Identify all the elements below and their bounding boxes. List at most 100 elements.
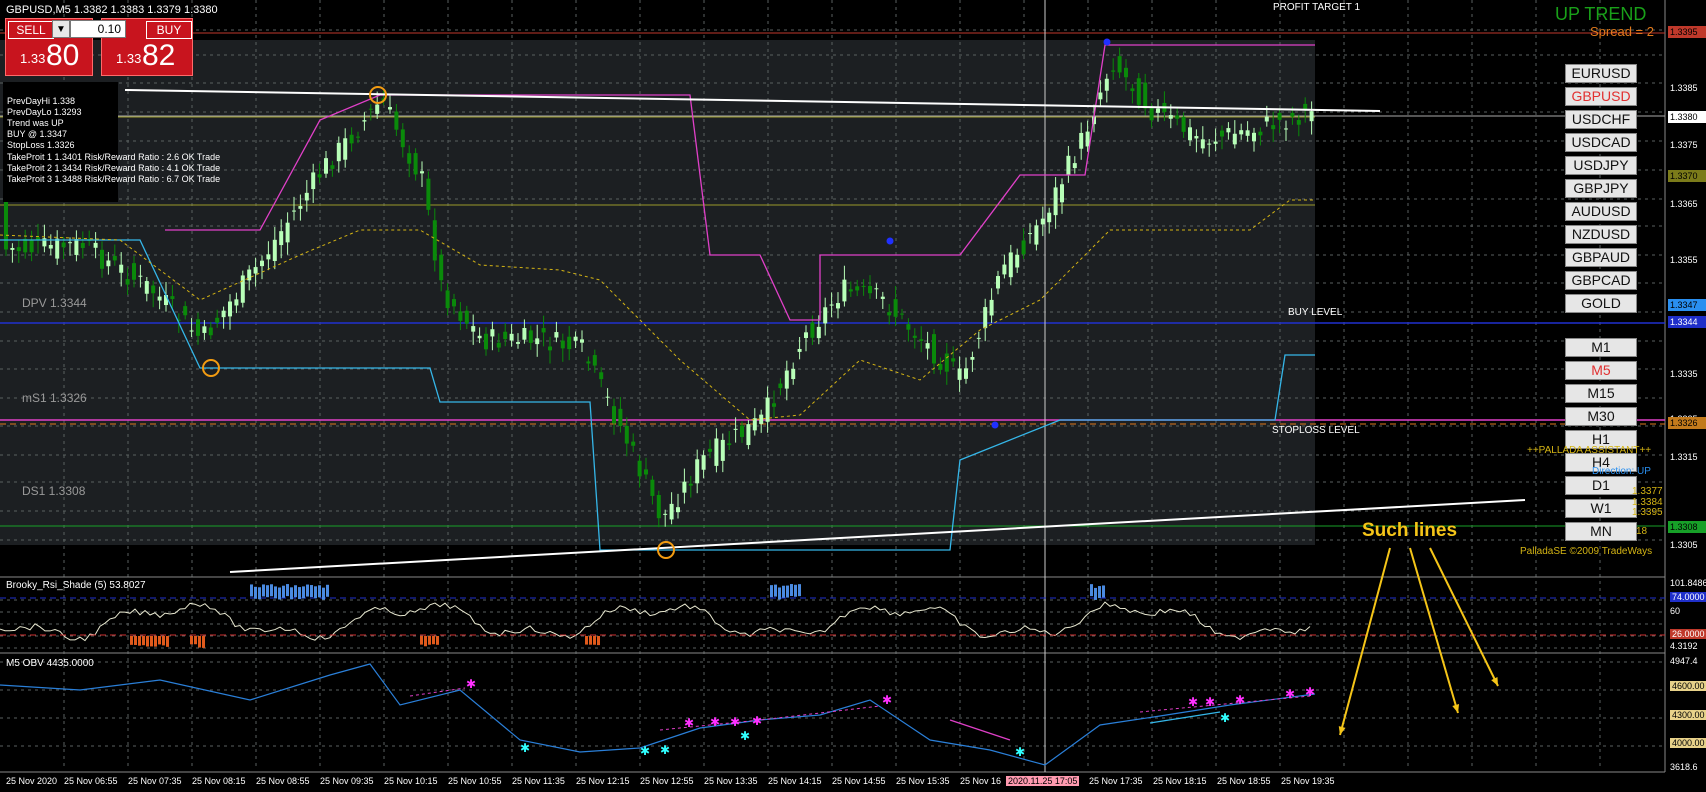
- candle-body: [1028, 233, 1032, 235]
- candle-body: [496, 342, 501, 348]
- symbol-button-usdchf[interactable]: USDCHF: [1565, 110, 1637, 129]
- rsi-axis-label: 101.8486: [1670, 578, 1706, 588]
- timeframe-button-m30[interactable]: M30: [1565, 407, 1637, 426]
- candle-body: [944, 353, 949, 372]
- rsi-shade-bar: [166, 636, 169, 647]
- chart-title: GBPUSD,M5 1.3382 1.3383 1.3379 1.3380: [6, 4, 218, 16]
- candle-body: [1277, 112, 1282, 120]
- candle-body: [573, 336, 578, 341]
- candle-body: [170, 296, 175, 299]
- candle-body: [368, 108, 373, 110]
- timeframe-button-w1[interactable]: W1: [1565, 499, 1637, 518]
- rsi-shade-bar: [306, 584, 309, 597]
- buy-box[interactable]: BUY 1.33 82: [101, 18, 193, 76]
- candle-body: [1060, 184, 1064, 203]
- symbol-button-usdjpy[interactable]: USDJPY: [1565, 156, 1637, 175]
- swing-marker: [886, 237, 894, 245]
- candle-body: [324, 158, 328, 174]
- lot-size-input[interactable]: 0.10: [70, 20, 126, 38]
- candle-body: [855, 286, 860, 291]
- buy-button[interactable]: BUY: [146, 21, 192, 39]
- candle-body: [208, 327, 213, 336]
- candle-body: [426, 178, 431, 210]
- time-axis-label: 25 Nov 10:55: [448, 776, 502, 786]
- rsi-shade-bar: [146, 636, 149, 647]
- candle-body: [567, 336, 572, 350]
- symbol-button-gbpusd[interactable]: GBPUSD: [1565, 87, 1637, 106]
- candle-body: [746, 424, 751, 446]
- timeframe-button-mn[interactable]: MN: [1565, 522, 1637, 541]
- timeframe-button-h1[interactable]: H1: [1565, 430, 1637, 449]
- price-tag: 1.3395: [1668, 26, 1706, 38]
- obv-arrow: ✱: [1235, 693, 1245, 707]
- time-axis-label: 25 Nov 14:55: [832, 776, 886, 786]
- rsi-shade-bar: [294, 585, 297, 598]
- candle-body: [663, 513, 668, 515]
- sell-button[interactable]: SELL: [8, 21, 54, 39]
- candle-body: [516, 342, 520, 344]
- rsi-shade-bar: [1094, 587, 1097, 600]
- symbol-button-gbpcad[interactable]: GBPCAD: [1565, 271, 1637, 290]
- candle-body: [701, 455, 706, 470]
- lot-down-icon[interactable]: ▼: [52, 20, 70, 38]
- symbol-button-nzdusd[interactable]: NZDUSD: [1565, 225, 1637, 244]
- candle-body: [1245, 130, 1250, 136]
- symbol-button-usdcad[interactable]: USDCAD: [1565, 133, 1637, 152]
- ds1-label: DS1 1.3308: [22, 484, 86, 498]
- candle-body: [407, 153, 412, 164]
- candle-body: [656, 494, 661, 519]
- price-axis-label: 1.3335: [1670, 369, 1698, 379]
- candle-body: [1117, 56, 1122, 73]
- price-tag: 1.3344: [1668, 316, 1706, 328]
- rsi-shade-bar: [432, 636, 435, 645]
- candle-body: [599, 372, 604, 380]
- timeframe-button-m15[interactable]: M15: [1565, 384, 1637, 403]
- timeframe-button-m5[interactable]: M5: [1565, 361, 1637, 380]
- symbol-button-eurusd[interactable]: EURUSD: [1565, 64, 1637, 83]
- price-axis-label: 1.3315: [1670, 452, 1698, 462]
- candle-body: [432, 220, 437, 261]
- obv-arrow: ✱: [740, 729, 750, 743]
- timeframe-button-m1[interactable]: M1: [1565, 338, 1637, 357]
- symbol-button-audusd[interactable]: AUDUSD: [1565, 202, 1637, 221]
- candle-body: [1130, 88, 1135, 92]
- candle-body: [157, 296, 162, 301]
- rsi-shade-bar: [593, 636, 596, 645]
- annotation-arrow: [1409, 547, 1459, 714]
- candle-body: [957, 368, 962, 380]
- annotation-text: Such lines: [1362, 520, 1458, 541]
- candle-body: [1002, 264, 1007, 275]
- candle-body: [682, 481, 687, 493]
- sell-box[interactable]: SELL 1.33 80: [5, 18, 93, 76]
- candle-body: [752, 418, 757, 431]
- candle-body: [938, 364, 943, 370]
- candle-body: [100, 249, 104, 269]
- candle-body: [528, 330, 533, 343]
- info-line: StopLoss 1.3326: [7, 140, 75, 150]
- candle-body: [112, 255, 117, 261]
- candle-body: [132, 263, 136, 280]
- info-line: Trend was UP: [7, 118, 64, 128]
- candle-body: [548, 346, 552, 351]
- candle-body: [144, 281, 149, 294]
- candle-body: [1111, 70, 1116, 72]
- symbol-button-gbpaud[interactable]: GBPAUD: [1565, 248, 1637, 267]
- rsi-shade-bar: [790, 584, 793, 597]
- symbol-button-gold[interactable]: GOLD: [1565, 294, 1637, 313]
- candle-body: [1207, 143, 1212, 145]
- candle-body: [298, 206, 303, 209]
- obv-axis-label: 3618.6: [1670, 762, 1698, 772]
- candle-body: [202, 326, 207, 333]
- timeframe-button-d1[interactable]: D1: [1565, 476, 1637, 495]
- rsi-shade-bar: [262, 584, 265, 597]
- rsi-shade-bar: [786, 585, 789, 598]
- rsi-shade-bar: [190, 636, 193, 645]
- candle-body: [317, 174, 322, 178]
- candle-body: [919, 339, 924, 342]
- price-tag: 1.3380: [1668, 111, 1706, 123]
- pallada-val2: 1.3384: [1632, 497, 1663, 508]
- candle-body: [221, 310, 226, 318]
- symbol-button-gbpjpy[interactable]: GBPJPY: [1565, 179, 1637, 198]
- timeframe-button-h4[interactable]: H4: [1565, 453, 1637, 472]
